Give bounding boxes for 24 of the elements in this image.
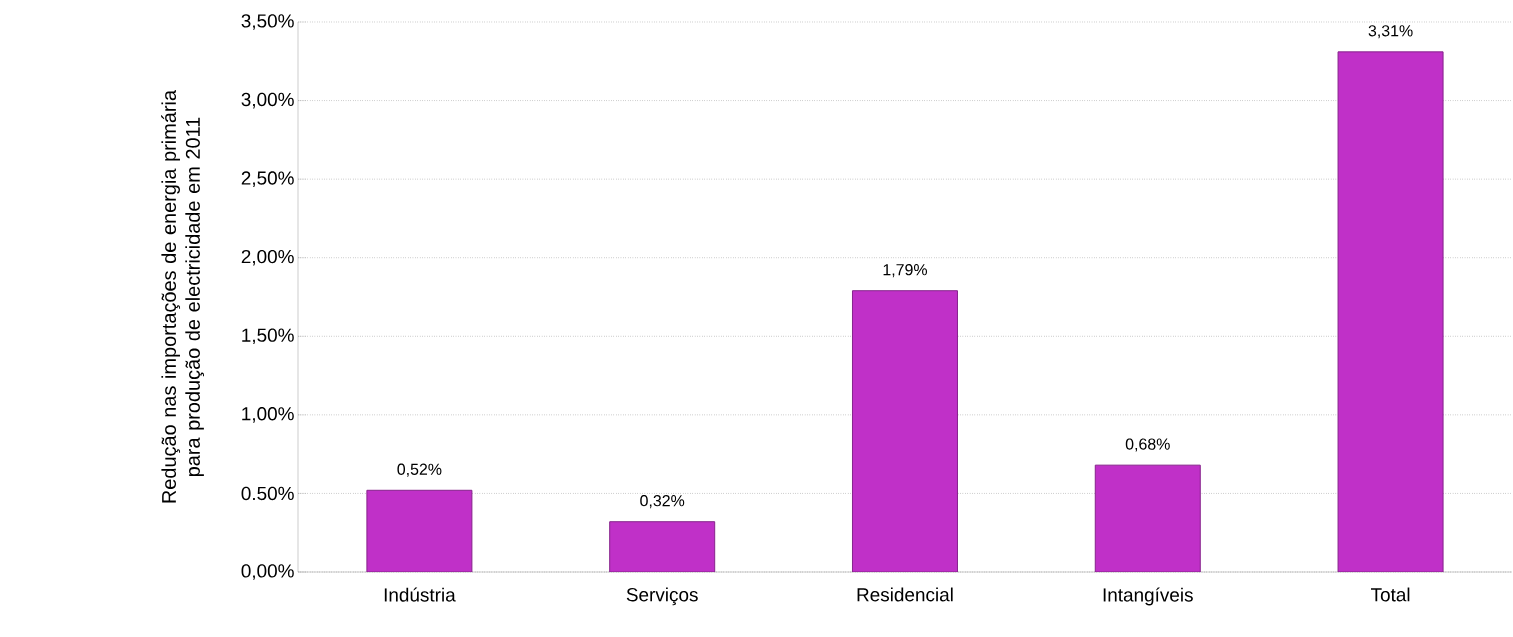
y-tick-label: 2,00% (241, 249, 294, 266)
x-tick-label: Serviços (626, 587, 698, 606)
data-label: 0,68% (1125, 438, 1170, 452)
bar (366, 489, 473, 572)
y-tick-label: 1,50% (242, 328, 294, 345)
bar (1337, 51, 1444, 572)
data-label: 0,32% (640, 495, 685, 509)
y-tick-label: 0.50% (241, 486, 294, 501)
y-axis-title: Redução nas importações de energia primária para produção de electricidade em 2011 (161, 89, 204, 503)
x-tick-label: Intangíveis (1103, 587, 1193, 606)
data-label: 1,79% (883, 264, 928, 278)
y-tick-label: 0,00% (241, 564, 294, 580)
x-tick-label: Total (1370, 587, 1410, 602)
data-label: 0,52% (397, 463, 442, 477)
bar (609, 521, 716, 572)
data-label: 3,31% (1368, 25, 1413, 39)
y-tick-label: 3,50% (241, 14, 294, 30)
y-tick-label: 3,00% (241, 92, 294, 109)
x-tick-label: Residencial (857, 587, 953, 602)
y-tick-label: 2,50% (241, 171, 294, 187)
y-tick-label: 1,00% (242, 407, 294, 423)
bar (851, 290, 958, 572)
x-tick-label: Indústria (384, 587, 456, 602)
bar (1094, 464, 1201, 572)
